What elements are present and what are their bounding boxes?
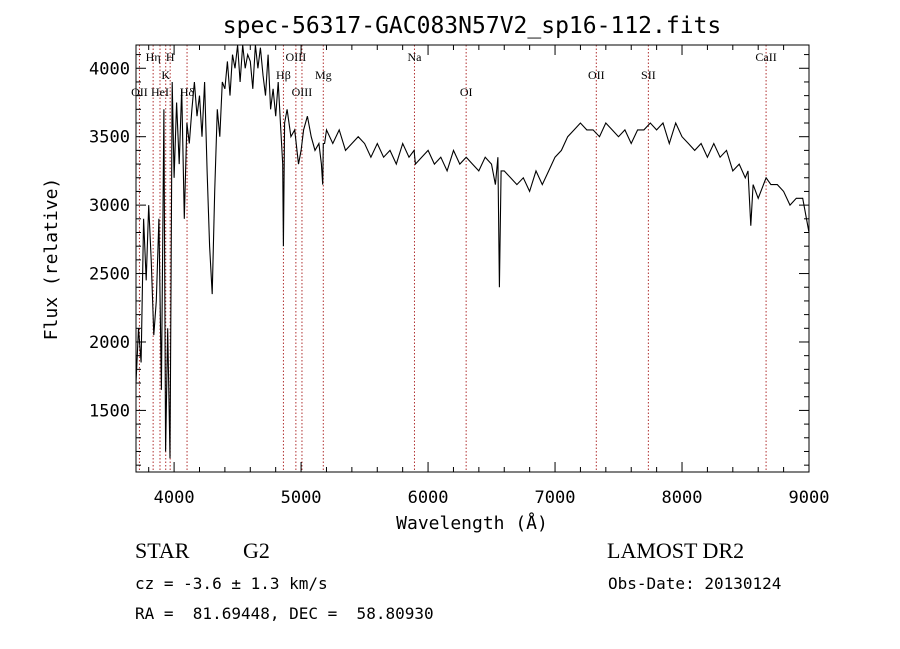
y-tick-label-3: 3000	[89, 196, 130, 216]
line-label-8: OIII	[292, 85, 313, 99]
line-label-14: CaII	[755, 50, 776, 64]
line-label-4: H	[166, 50, 175, 64]
line-label-1: Hη	[146, 50, 161, 64]
y-axis-label: Flux (relative)	[41, 178, 62, 341]
x-tick-label-4: 8000	[662, 488, 703, 508]
sky-coordinates: RA = 81.69448, DEC = 58.80930	[135, 604, 434, 623]
line-label-0: OII	[131, 85, 148, 99]
object-subclass: G2	[243, 538, 270, 563]
y-tick-label-1: 2000	[89, 333, 130, 353]
line-label-11: OI	[460, 85, 473, 99]
line-label-9: Mg	[315, 68, 332, 82]
y-tick-label-4: 3500	[89, 128, 130, 148]
redshift-velocity: cz = -3.6 ± 1.3 km/s	[135, 574, 328, 593]
y-axis-ticks: 1500 2000 2500 3000 3500 4000	[89, 54, 809, 466]
x-tick-label-0: 4000	[154, 488, 195, 508]
observation-date: Obs-Date: 20130124	[608, 574, 782, 593]
survey-name: LAMOST DR2	[607, 538, 745, 563]
spectral-line-markers	[138, 45, 767, 472]
line-label-2: HeI	[151, 85, 169, 99]
line-label-7: OIII	[286, 50, 307, 64]
y-tick-label-5: 4000	[89, 59, 130, 79]
y-tick-label-0: 1500	[89, 401, 130, 421]
line-label-13: SII	[641, 68, 656, 82]
chart-title: spec-56317-GAC083N57V2_sp16-112.fits	[223, 13, 722, 39]
line-label-10: Na	[407, 50, 422, 64]
object-type: STAR	[135, 538, 190, 563]
x-tick-label-2: 6000	[408, 488, 449, 508]
line-label-5: Hδ	[180, 85, 195, 99]
plot-frame	[135, 44, 810, 473]
x-tick-label-5: 9000	[789, 488, 830, 508]
line-label-6: Hβ	[276, 68, 291, 82]
x-tick-label-3: 7000	[535, 488, 576, 508]
spectrum-series	[135, 44, 810, 459]
spectrum-line	[135, 44, 810, 459]
y-tick-label-2: 2500	[89, 265, 130, 285]
x-axis-ticks: 4000 5000 6000 7000 8000 9000	[148, 45, 830, 508]
x-axis-label: Wavelength (Å)	[396, 512, 548, 534]
x-tick-label-1: 5000	[281, 488, 322, 508]
line-label-12: OII	[588, 68, 605, 82]
line-label-3: K	[161, 68, 170, 82]
